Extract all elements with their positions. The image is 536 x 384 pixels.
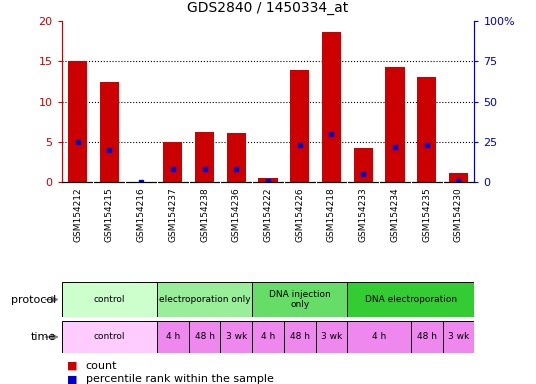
Bar (443, 321, 474, 353)
Bar (347, 321, 411, 353)
Text: time: time (31, 332, 56, 342)
Bar (157, 282, 252, 317)
Text: 4 h: 4 h (261, 333, 275, 341)
Bar (449, 173, 468, 182)
Text: 4 h: 4 h (372, 333, 386, 341)
Text: ■: ■ (67, 361, 78, 371)
Text: ■: ■ (67, 374, 78, 384)
Text: 3 wk: 3 wk (448, 333, 469, 341)
Text: 3 wk: 3 wk (226, 333, 247, 341)
Bar (411, 321, 443, 353)
Text: electroporation only: electroporation only (159, 295, 250, 304)
Bar (284, 321, 316, 353)
Text: percentile rank within the sample: percentile rank within the sample (86, 374, 274, 384)
Bar (189, 321, 220, 353)
Text: 48 h: 48 h (416, 333, 437, 341)
Bar (417, 77, 436, 182)
Text: GSM154222: GSM154222 (264, 187, 272, 242)
Text: GDS2840 / 1450334_at: GDS2840 / 1450334_at (188, 2, 348, 15)
Text: protocol: protocol (11, 295, 56, 305)
Bar (258, 177, 278, 182)
Text: 4 h: 4 h (166, 333, 180, 341)
Bar (316, 321, 347, 353)
Bar (195, 132, 214, 182)
Text: GSM154235: GSM154235 (422, 187, 431, 242)
Bar (100, 83, 119, 182)
Text: GSM154238: GSM154238 (200, 187, 209, 242)
Bar (220, 321, 252, 353)
Text: 48 h: 48 h (290, 333, 310, 341)
Bar (347, 282, 474, 317)
Bar (385, 67, 405, 182)
Text: DNA electroporation: DNA electroporation (365, 295, 457, 304)
Bar (163, 142, 182, 182)
Text: GSM154212: GSM154212 (73, 187, 82, 242)
Bar (68, 61, 87, 182)
Text: DNA injection
only: DNA injection only (269, 290, 331, 309)
Text: GSM154237: GSM154237 (168, 187, 177, 242)
Text: GSM154230: GSM154230 (454, 187, 463, 242)
Bar (62, 282, 157, 317)
Text: count: count (86, 361, 117, 371)
Bar (62, 321, 157, 353)
Text: GSM154233: GSM154233 (359, 187, 368, 242)
Text: GSM154215: GSM154215 (105, 187, 114, 242)
Text: 3 wk: 3 wk (321, 333, 342, 341)
Bar (290, 70, 309, 182)
Bar (354, 148, 373, 182)
Text: GSM154218: GSM154218 (327, 187, 336, 242)
Text: 48 h: 48 h (195, 333, 214, 341)
Bar (252, 282, 347, 317)
Text: GSM154234: GSM154234 (391, 187, 399, 242)
Bar (227, 133, 246, 182)
Text: control: control (93, 333, 125, 341)
Text: GSM154226: GSM154226 (295, 187, 304, 242)
Bar (252, 321, 284, 353)
Text: GSM154236: GSM154236 (232, 187, 241, 242)
Text: GSM154216: GSM154216 (137, 187, 145, 242)
Text: control: control (93, 295, 125, 304)
Bar (157, 321, 189, 353)
Bar (322, 31, 341, 182)
